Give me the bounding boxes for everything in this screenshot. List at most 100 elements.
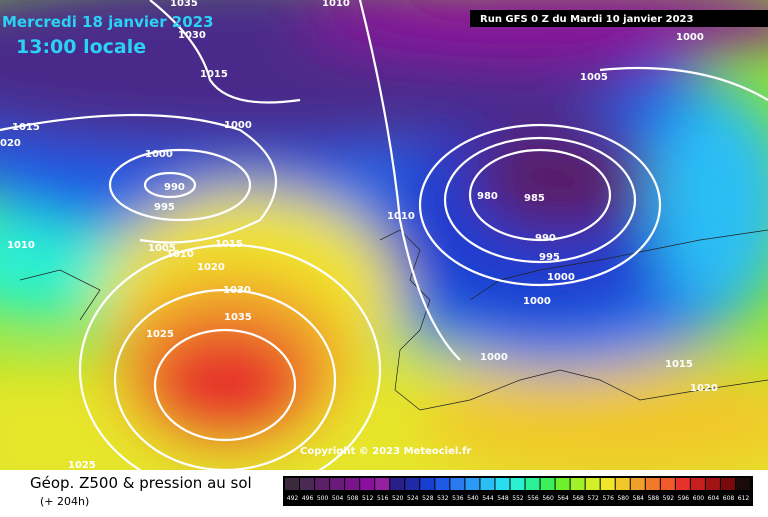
copyright: Copyright © 2023 Meteociel.fr [300,446,471,457]
colorbar-label: 560 [542,495,554,502]
legend-title: Géop. Z500 & pression au sol [30,474,252,492]
isobar-label: 1010 [7,240,35,251]
isobar-label: 1010 [166,249,194,260]
isobar-label: 1000 [480,352,508,363]
colorbar-label: 520 [392,495,404,502]
colorbar-label: 536 [452,495,464,502]
isobar-label: 990 [535,233,556,244]
isobar-label: 1000 [676,32,704,43]
colorbar-swatch [510,478,525,490]
colorbar: 492 496 500 504 508 512 516 520 524 528 532 536 540 5… [285,478,750,502]
colorbar-swatch [435,478,450,490]
colorbar-swatch [315,478,330,490]
isobar-label: 995 [539,252,560,263]
isobar-label: 1010 [387,211,415,222]
colorbar-swatch [570,478,585,490]
colorbar-label: 564 [557,495,569,502]
isobar-label: 1030 [223,285,251,296]
colorbar-swatch [555,478,570,490]
colorbar-swatch [330,478,345,490]
isobar-label: 1000 [224,120,252,131]
isobar-label: 980 [477,191,498,202]
run-info: Run GFS 0 Z du Mardi 10 janvier 2023 [480,14,693,25]
isobar-label: 990 [164,182,185,193]
colorbar-label: 496 [302,495,314,502]
colorbar-swatch [600,478,615,490]
colorbar-swatch [525,478,540,490]
colorbar-swatch [480,478,495,490]
isobar-label: 1000 [547,272,575,283]
colorbar-swatch [645,478,660,490]
colorbar-swatch [360,478,375,490]
colorbar-swatch [585,478,600,490]
isobar-label: 1010 [322,0,350,9]
run-bar [470,10,768,27]
isobar-label: 1025 [146,329,174,340]
isobar-label: 020 [0,138,21,149]
colorbar-label: 516 [377,495,389,502]
isobar-label: 1015 [200,69,228,80]
isobar-label: 1020 [197,262,225,273]
colorbar-swatch [450,478,465,490]
colorbar-label: 556 [527,495,539,502]
colorbar-swatch [615,478,630,490]
colorbar-label: 604 [708,495,720,502]
colorbar-label: 492 [287,495,299,502]
isobar-label: 1020 [690,383,718,394]
isobar-label: 1000 [523,296,551,307]
colorbar-label: 568 [572,495,584,502]
isobar-label: 1000 [145,149,173,160]
isobar-label: 985 [524,193,545,204]
colorbar-swatch [300,478,315,490]
isobar-label: 1015 [12,122,40,133]
colorbar-label: 528 [422,495,434,502]
colorbar-label: 584 [633,495,645,502]
colorbar-swatch [465,478,480,490]
colorbar-label: 600 [693,495,705,502]
legend-subtitle: (+ 204h) [40,495,89,508]
colorbar-swatch [675,478,690,490]
colorbar-swatch [420,478,435,490]
colorbar-swatch [345,478,360,490]
colorbar-swatch [630,478,645,490]
colorbar-label: 608 [723,495,735,502]
colorbar-swatch [375,478,390,490]
colorbar-swatch [285,478,300,490]
colorbar-label: 532 [437,495,449,502]
colorbar-swatch [720,478,735,490]
colorbar-swatch [690,478,705,490]
colorbar-label: 540 [467,495,479,502]
isobar-label: 1035 [224,312,252,323]
colorbar-label: 548 [497,495,509,502]
date: Mercredi 18 janvier 2023 [2,13,214,31]
colorbar-label: 612 [738,495,750,502]
colorbar-label: 504 [332,495,344,502]
colorbar-swatch [495,478,510,490]
colorbar-label: 592 [663,495,675,502]
time: 13:00 locale [16,36,146,58]
colorbar-label: 500 [317,495,329,502]
isobar-label: 1005 [148,243,176,254]
isobar-label: 1025 [68,460,96,471]
colorbar-label: 580 [617,495,629,502]
colorbar-swatch [540,478,555,490]
isobar-label: 1015 [665,359,693,370]
isobar-label: 1005 [580,72,608,83]
colorbar-swatch [660,478,675,490]
colorbar-swatch [405,478,420,490]
isobar-labels: 1010 1035 1030 1015 1005 1000 1015 1000 020 1000 9… [0,0,718,471]
isobars [0,0,768,470]
colorbar-label: 596 [678,495,690,502]
isobar-label: 1030 [178,30,206,41]
isobar-label: 995 [154,202,175,213]
colorbar-swatch [705,478,720,490]
colorbar-label: 572 [587,495,599,502]
colorbar-label: 544 [482,495,494,502]
isobar-label: 1035 [170,0,198,9]
colorbar-label: 588 [648,495,660,502]
colorbar-label: 552 [512,495,524,502]
colorbar-label: 508 [347,495,359,502]
